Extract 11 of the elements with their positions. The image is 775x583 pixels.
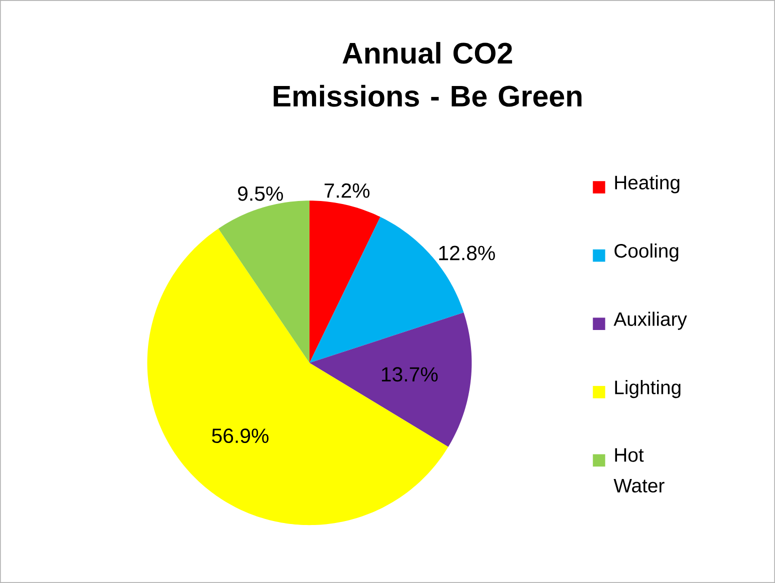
legend-label: Cooling [614,243,678,262]
legend-label: Lighting [615,380,680,398]
data-label: 9.5% [238,186,283,201]
data-label: 13.7% [382,367,438,382]
legend-label: Hot Water [614,448,664,493]
data-label: 56.9% [212,428,268,444]
data-label: 12.8% [439,246,495,260]
chart-title: Annual CO2 Emissions - Be Green [274,42,582,107]
data-label: 7.2% [324,183,370,198]
legend-label: Heating [615,175,680,194]
legend-label: Auxiliary [614,312,687,330]
